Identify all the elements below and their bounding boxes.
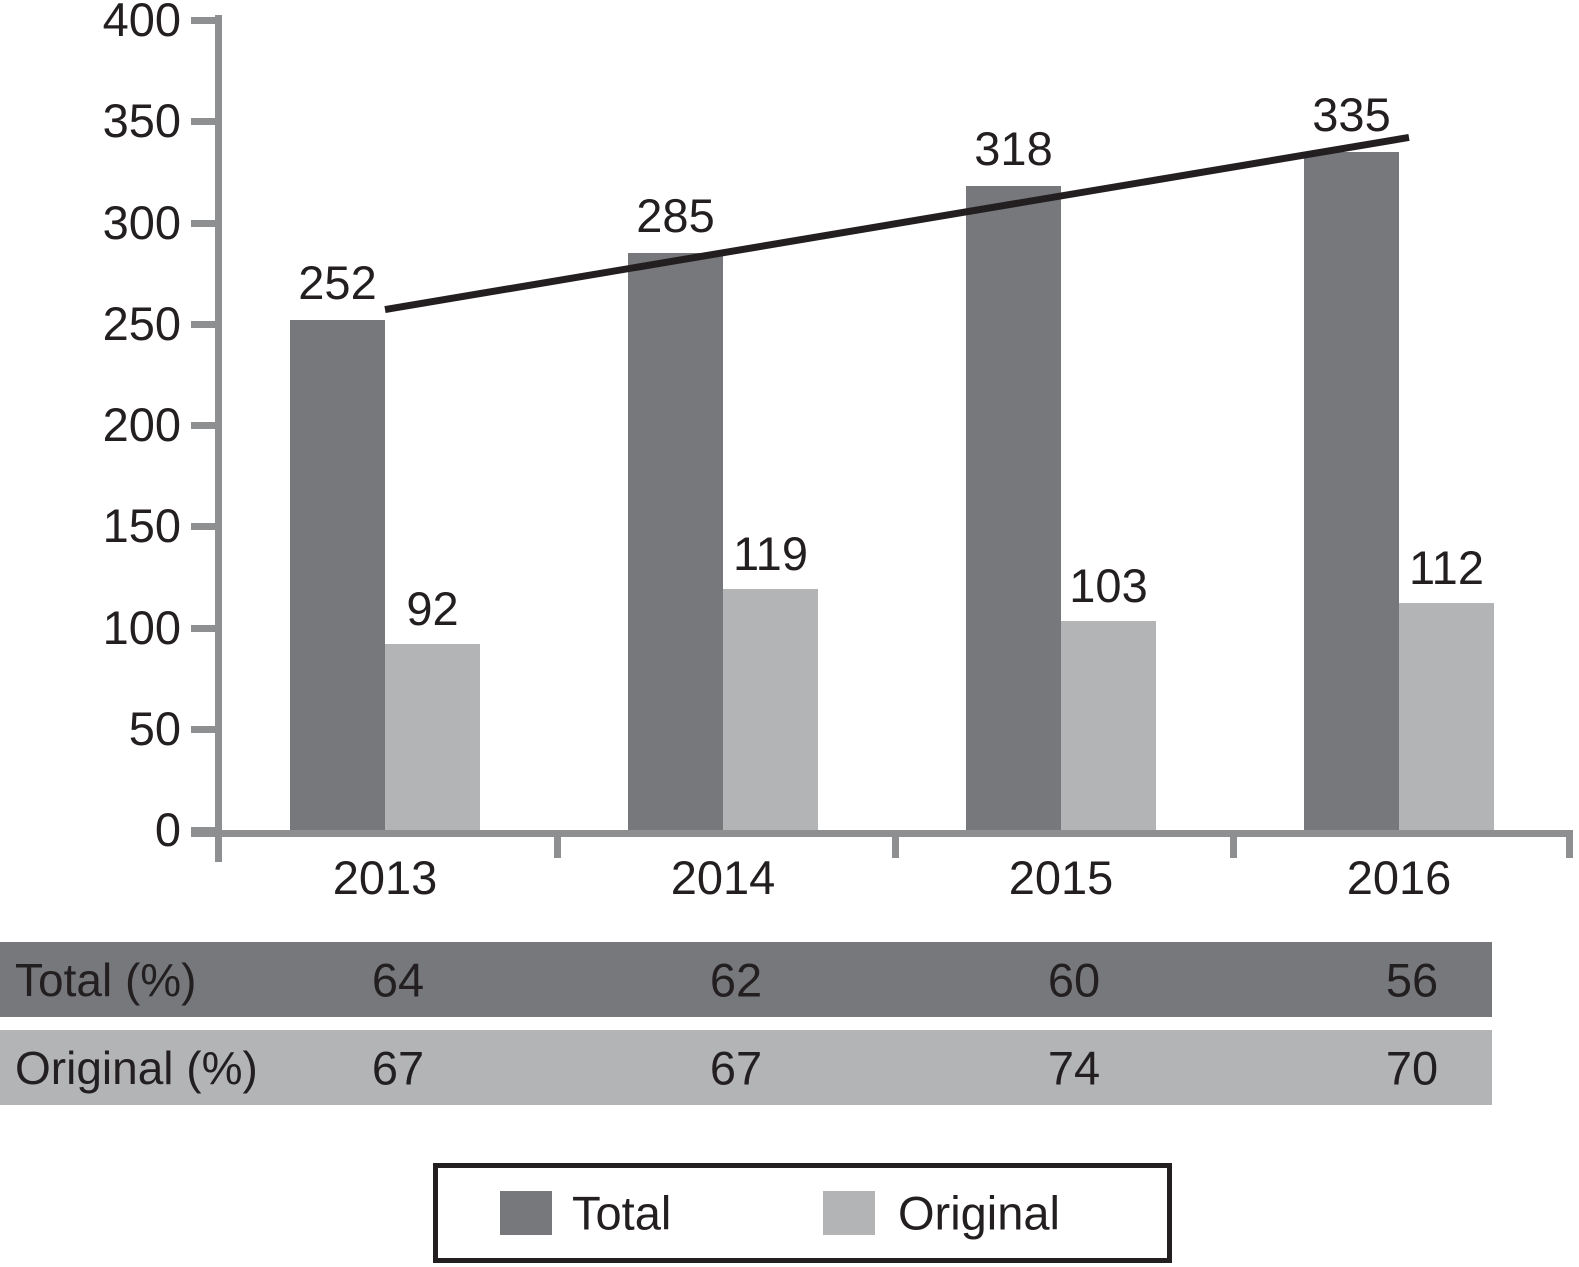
bar-value-label-original-2014: 119 — [733, 527, 808, 581]
legend-label-total: Total — [572, 1186, 672, 1240]
legend-label-original: Original — [898, 1186, 1060, 1240]
y-tick-label: 100 — [102, 600, 181, 654]
y-axis-tick — [191, 422, 215, 429]
bar-original-2015 — [1061, 621, 1156, 830]
table-cell-value: 67 — [371, 1041, 425, 1094]
x-axis-tick — [1566, 830, 1573, 858]
x-tick-label-2016: 2016 — [1346, 851, 1452, 904]
x-tick-label-2013: 2013 — [332, 851, 438, 904]
bar-original-2014 — [723, 589, 818, 830]
table-row-label: Total (%) — [15, 953, 197, 1006]
y-axis-tick — [191, 827, 215, 834]
table-row: Total (%) 64 62 60 56 — [0, 942, 1492, 1017]
x-axis — [191, 830, 1573, 837]
bar-value-label-total-2013: 252 — [298, 255, 377, 309]
y-tick-label: 150 — [102, 499, 181, 553]
bar-value-label-original-2013: 92 — [406, 581, 459, 635]
y-tick-label: 250 — [102, 296, 181, 350]
y-tick-label: 0 — [154, 803, 181, 856]
bar-value-label-original-2016: 112 — [1409, 541, 1484, 595]
table-cell-value: 70 — [1385, 1041, 1439, 1094]
total-series-swatch — [500, 1191, 552, 1235]
y-axis-tick — [191, 725, 215, 733]
y-tick-label: 400 — [102, 0, 181, 46]
table-row-label: Original (%) — [15, 1041, 258, 1094]
table-cell-value: 56 — [1385, 953, 1439, 1006]
x-axis-tick — [554, 830, 561, 858]
y-axis — [215, 15, 222, 862]
y-axis-tick — [191, 118, 215, 126]
x-tick-label-2015: 2015 — [1008, 851, 1114, 904]
y-axis-tick — [191, 17, 215, 24]
y-axis-tick — [191, 624, 215, 632]
bar-total-2015 — [966, 186, 1061, 830]
table-row: Original (%) 67 67 74 70 — [0, 1030, 1492, 1105]
bar-total-2016 — [1304, 151, 1399, 830]
bar-original-2016 — [1399, 603, 1494, 830]
table-cell-value: 67 — [709, 1041, 763, 1094]
x-axis-tick — [892, 830, 899, 858]
x-axis-tick — [1230, 830, 1237, 858]
y-tick-label: 200 — [102, 398, 181, 451]
legend: Total Original — [433, 1163, 1172, 1263]
table-cell-value: 62 — [709, 953, 763, 1006]
bar-value-label-original-2015: 103 — [1069, 559, 1148, 613]
table-cell-value: 74 — [1047, 1041, 1101, 1094]
x-tick-label-2014: 2014 — [670, 851, 776, 904]
bar-value-label-total-2016: 335 — [1312, 87, 1391, 141]
bar-value-label-total-2015: 318 — [974, 122, 1053, 176]
y-axis-tick — [191, 320, 215, 328]
bar-total-2014 — [628, 252, 723, 830]
y-axis-tick — [191, 219, 215, 227]
table-cell-value: 64 — [371, 953, 425, 1006]
bar-total-2013 — [290, 319, 385, 830]
y-tick-label: 350 — [102, 94, 181, 148]
bar-original-2013 — [385, 643, 480, 830]
bar-value-label-total-2014: 285 — [636, 188, 715, 242]
table-cell-value: 60 — [1047, 953, 1101, 1006]
y-tick-label: 300 — [102, 195, 181, 249]
y-tick-label: 50 — [128, 701, 181, 755]
y-axis-tick — [191, 523, 215, 531]
original-series-swatch — [823, 1191, 875, 1235]
